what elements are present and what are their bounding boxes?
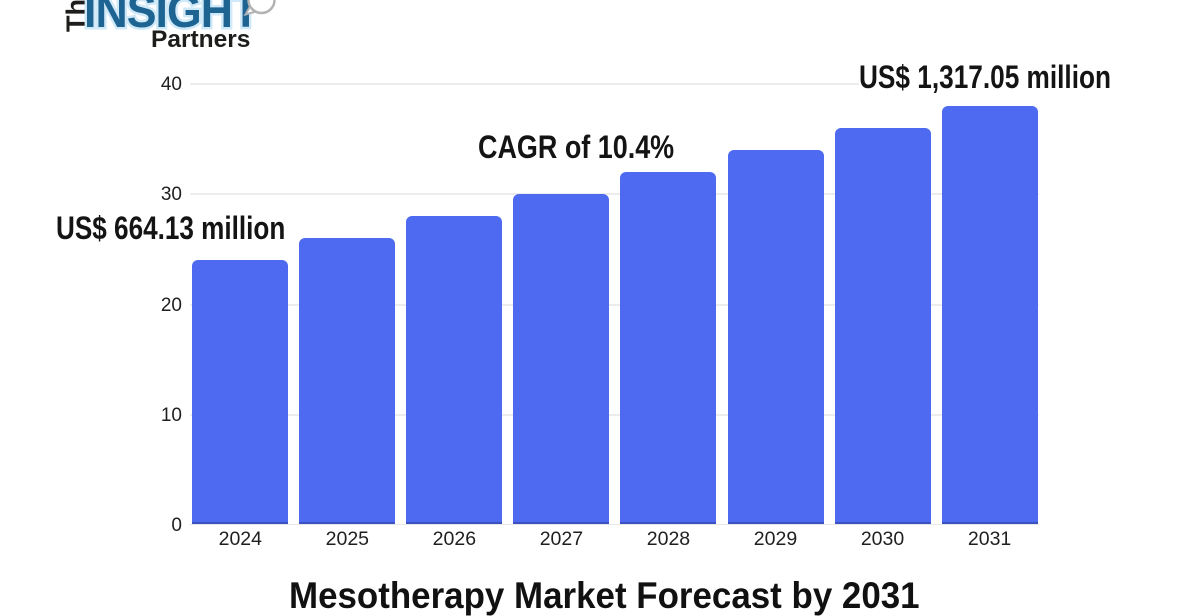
svg-text:INSIGHT: INSIGHT: [84, 0, 259, 37]
svg-text:Partners: Partners: [151, 26, 250, 53]
svg-text:The: The: [61, 0, 91, 32]
